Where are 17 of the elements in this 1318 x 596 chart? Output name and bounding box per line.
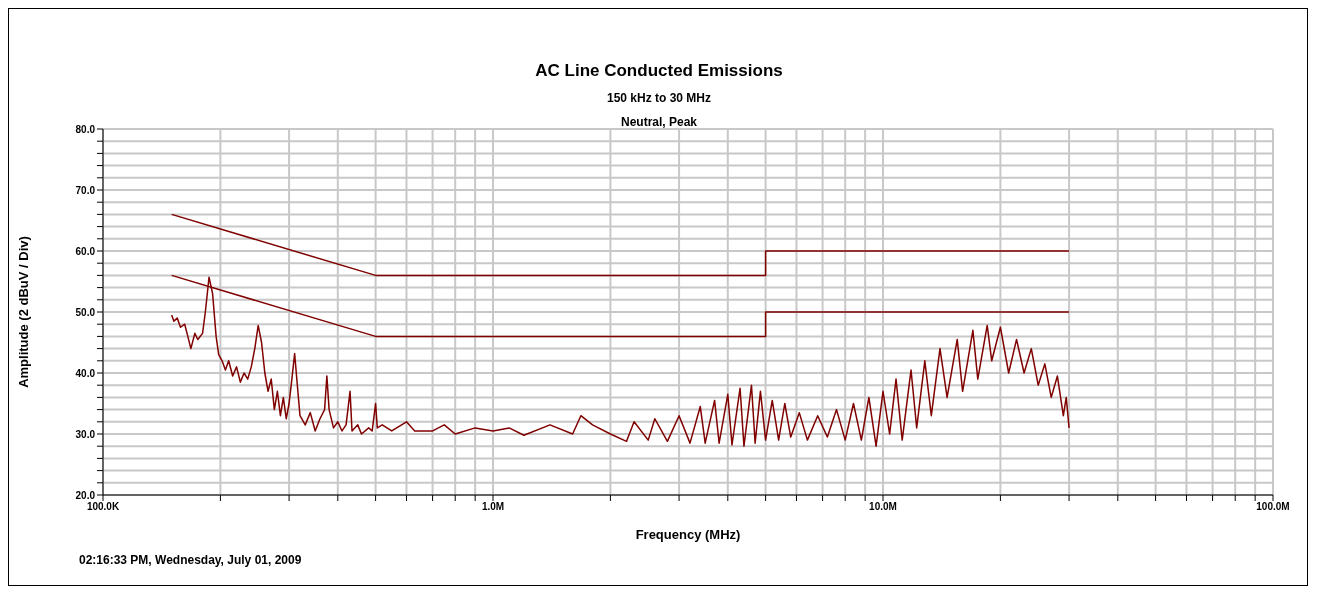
y-tick-label: 40.0 (75, 367, 96, 379)
chart-subtitle: 150 kHz to 30 MHz (605, 91, 712, 105)
x-tick-label: 100.0K (86, 501, 120, 513)
y-tick-label: 20.0 (75, 489, 96, 501)
y-tick-label: 70.0 (75, 184, 96, 196)
x-axis-title: Frequency (MHz) (635, 527, 741, 542)
y-tick-label: 30.0 (75, 428, 96, 440)
y-tick-label: 60.0 (75, 245, 96, 257)
y-tick-label: 50.0 (75, 306, 96, 318)
text: 02:16:33 PM, Wednesday, July 01, 2009 (79, 553, 302, 567)
y-axis-title: Amplitude (2 dBuV / Div) (15, 236, 31, 388)
x-tick-label: 100.0M (1256, 501, 1290, 513)
annotation: Neutral, Peak (620, 115, 698, 129)
x-tick-label: 1.0M (481, 501, 505, 513)
y-tick-label: 80.0 (75, 123, 96, 135)
chart-title: AC Line Conducted Emissions (534, 61, 784, 81)
x-tick-label: 10.0M (869, 501, 897, 513)
